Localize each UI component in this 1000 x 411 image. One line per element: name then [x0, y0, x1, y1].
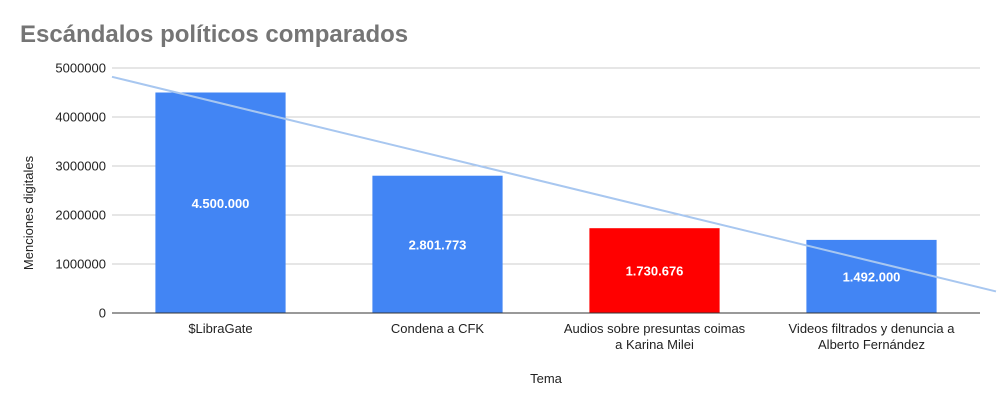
x-category-label: a Karina Milei [615, 337, 694, 352]
x-category-label: $LibraGate [188, 321, 252, 336]
y-tick-label: 2000000 [55, 208, 106, 223]
x-axis-title: Tema [530, 371, 563, 386]
y-tick-label: 0 [99, 306, 106, 321]
bar [372, 175, 503, 313]
trendline [111, 75, 997, 293]
bar [589, 228, 720, 313]
y-tick-label: 4000000 [55, 110, 106, 125]
bar-value-label: 1.730.676 [626, 264, 684, 279]
x-axis-categories: $LibraGate Condena a CFK Audios sobre pres… [188, 321, 955, 352]
x-category-label: Audios sobre presuntas coimas [564, 321, 746, 336]
y-axis-ticks: 0 1000000 2000000 3000000 4000000 5000000 [55, 61, 106, 321]
chart-title: Escándalos políticos comparados [20, 21, 408, 48]
x-category-label: Videos filtrados y denuncia a [789, 321, 956, 336]
y-tick-label: 5000000 [55, 61, 106, 76]
bar-value-label: 2.801.773 [409, 237, 467, 252]
bar [806, 239, 937, 313]
y-tick-label: 3000000 [55, 159, 106, 174]
bar-value-label: 1.492.000 [843, 269, 901, 284]
x-category-label: Alberto Fernández [818, 337, 925, 352]
data-labels: 4.500.000 2.801.773 1.730.676 1.492.000 [192, 196, 901, 285]
x-category-label: Condena a CFK [391, 321, 485, 336]
bars [155, 92, 937, 313]
y-tick-label: 1000000 [55, 257, 106, 272]
bar [155, 92, 286, 313]
bar-value-label: 4.500.000 [192, 196, 250, 211]
y-axis-title: Menciones digitales [21, 155, 36, 270]
trendline-group [111, 75, 997, 293]
